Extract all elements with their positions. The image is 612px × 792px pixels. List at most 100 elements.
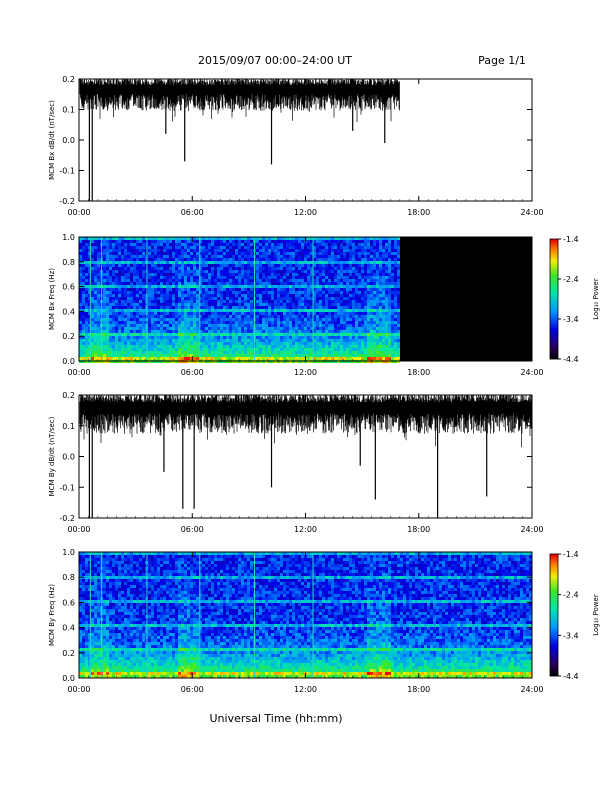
spectrogram-cells	[139, 357, 142, 360]
colorbar-segment	[550, 281, 558, 283]
spectrogram-cells	[265, 675, 268, 678]
spectrogram-cells	[97, 357, 100, 360]
spectrogram-cells	[406, 669, 409, 672]
spectrogram-cells	[202, 669, 205, 672]
y-axis-label: MCM By dB/dt (nT/sec)	[48, 416, 56, 496]
spectrogram-cells	[505, 672, 508, 675]
colorbar-segment	[550, 347, 558, 349]
spectrogram-cells	[169, 345, 172, 348]
colorbar-segment	[550, 318, 558, 320]
spectrogram-cells	[118, 663, 121, 666]
colorbar-segment	[550, 600, 558, 602]
spectrogram-cells	[217, 357, 220, 360]
spectrogram-cells	[379, 357, 382, 360]
colorbar-segment	[550, 326, 558, 328]
spectrogram-cells	[346, 354, 349, 357]
spectrogram-cells	[94, 357, 97, 360]
spectrogram-cells	[346, 672, 349, 675]
colorbar-segment	[550, 569, 558, 571]
spectrogram-cells	[277, 357, 301, 360]
colorbar-segment	[550, 659, 558, 661]
spectrogram-cells	[184, 666, 187, 669]
spectrogram-cells	[118, 357, 121, 360]
colorbar-segment	[550, 670, 558, 672]
spectrogram-cells	[241, 303, 244, 306]
spectrogram-cells	[373, 672, 376, 675]
spectrogram-cells	[184, 648, 187, 651]
spectrogram-cells	[181, 666, 184, 669]
colorbar-segment	[550, 656, 558, 658]
colorbar-segment	[550, 278, 558, 280]
x-tick-label: 06:00	[181, 525, 204, 534]
colorbar-segment	[550, 573, 558, 575]
colorbar-segment	[550, 282, 558, 284]
y-tick-label: -0.1	[59, 167, 75, 176]
colorbar-segment	[550, 244, 558, 246]
colorbar-segment	[550, 607, 558, 609]
x-tick-label: 06:00	[181, 368, 204, 377]
spectrogram-cells	[109, 237, 385, 342]
spectrogram-cells	[112, 357, 115, 360]
spectrogram-cells	[355, 672, 358, 675]
colorbar-segment	[550, 584, 558, 586]
spectrogram-cells	[169, 669, 172, 672]
spectrogram-cells	[127, 333, 316, 354]
header-title: 2015/09/07 00:00–24:00 UT	[198, 54, 352, 67]
colorbar-segment	[550, 619, 558, 621]
colorbar-segment	[550, 555, 558, 557]
colorbar-segment	[550, 249, 558, 251]
colorbar-segment	[550, 268, 558, 270]
colorbar-segment	[550, 248, 558, 250]
colorbar-segment	[550, 634, 558, 636]
colorbar-segment	[550, 317, 558, 319]
spectrogram-cells	[184, 675, 187, 678]
header-page: Page 1/1	[478, 54, 526, 67]
y-tick-label: 0.1	[62, 106, 75, 115]
spectrogram-cells	[232, 669, 235, 672]
spectrogram-cells	[82, 246, 400, 339]
x-tick-label: 18:00	[407, 208, 430, 217]
spectrogram-cells	[361, 648, 364, 651]
colorbar-segment	[550, 596, 558, 598]
spectrogram-cells	[103, 354, 106, 357]
spectrogram-cells	[94, 336, 97, 339]
spectrogram-cells	[94, 672, 97, 675]
spectrogram-plot-3	[79, 552, 532, 678]
spectrogram-cells	[508, 648, 511, 651]
spectrogram-cells	[208, 354, 211, 357]
spectrogram-cells	[385, 333, 388, 336]
colorbar-segment	[550, 302, 558, 304]
spectrogram-cells	[295, 672, 298, 675]
colorbar-segment	[550, 255, 558, 257]
colorbar-segment	[550, 250, 558, 252]
x-tick-label: 00:00	[67, 368, 90, 377]
colorbar-segment	[550, 288, 558, 290]
spectrogram-cells	[184, 342, 187, 345]
spectrogram-cells	[277, 345, 367, 351]
spectrogram-cells	[160, 357, 163, 360]
spectrogram-cells	[85, 258, 367, 315]
spectrogram-cells	[274, 357, 277, 360]
colorbar-segment	[550, 306, 558, 308]
spectrogram-cells	[421, 672, 424, 675]
colorbar-segment	[550, 627, 558, 629]
colorbar-segment	[550, 283, 558, 285]
x-tick-label: 00:00	[67, 208, 90, 217]
colorbar-segment	[550, 266, 558, 268]
colorbar-segment	[550, 291, 558, 293]
colorbar-tick-label: -2.4	[563, 275, 579, 284]
x-tick-label: 12:00	[294, 368, 317, 377]
colorbar-segment	[550, 657, 558, 659]
spectrogram-cells	[127, 552, 520, 660]
colorbar-segment	[550, 639, 558, 641]
colorbar-segment	[550, 586, 558, 588]
colorbar-segment	[550, 572, 558, 574]
spectrogram-cells	[433, 672, 436, 675]
colorbar-segment	[550, 332, 558, 334]
colorbar-segment	[550, 632, 558, 634]
spectrogram-cells	[148, 675, 151, 678]
spectrogram-cells	[97, 672, 100, 675]
spectrogram-cells	[103, 675, 106, 678]
colorbar-segment	[550, 355, 558, 357]
spectrogram-cells	[454, 672, 457, 675]
